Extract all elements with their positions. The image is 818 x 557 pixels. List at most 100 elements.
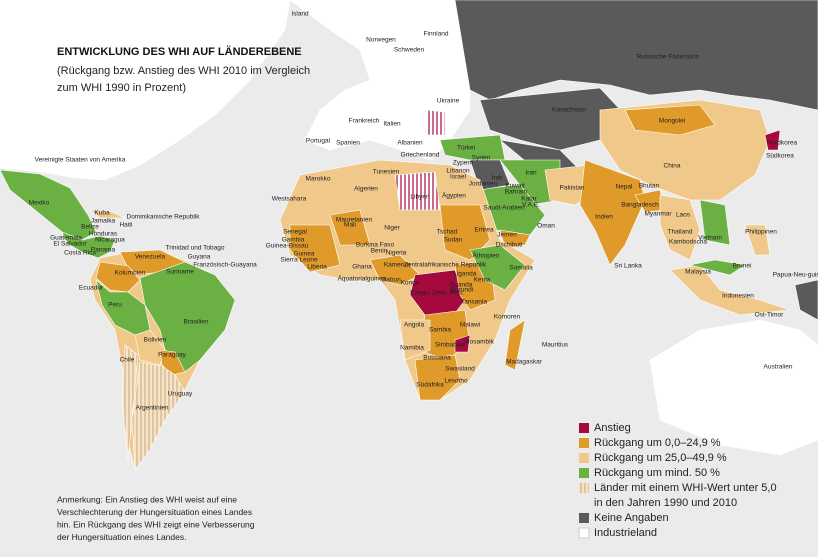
- country-label: Mauritius: [542, 342, 569, 349]
- country-label: Suriname: [166, 269, 194, 276]
- country-label: Laos: [676, 212, 691, 219]
- country-label: Schweden: [394, 47, 425, 54]
- country-label: Vereinigte Staaten von Amerika: [35, 157, 126, 164]
- country-label: Lesotho: [444, 378, 468, 385]
- country-label: Honduras: [89, 231, 118, 238]
- country-label: Vietnam: [698, 235, 722, 242]
- country-label: Papua-Neu-guinea: [773, 272, 818, 279]
- country-label: Griechenland: [401, 152, 440, 159]
- country-label: Irak: [492, 175, 504, 182]
- country-label: Kasachstan: [552, 107, 586, 114]
- legend-swatch: [579, 483, 589, 493]
- country-label: Argentinien: [136, 405, 169, 412]
- country-label: Australien: [764, 364, 793, 371]
- country-label: Guinea-Bissau: [266, 243, 309, 250]
- country-label: Kenia: [474, 277, 491, 284]
- country-label: Malaysia: [685, 269, 711, 276]
- country-label: Myanmar: [644, 211, 672, 218]
- country-label: V.A.E.: [522, 202, 540, 209]
- country-label: Ost-Timor: [755, 312, 784, 319]
- country-label: Bangladesch: [621, 202, 659, 209]
- country-label: Syrien: [472, 155, 491, 162]
- country-label: Bhutan: [639, 183, 660, 190]
- legend-label: Länder mit einem WHI-Wert unter 5,0: [594, 482, 777, 494]
- country-label: Guyana: [188, 254, 211, 261]
- country-label: Costa Rica: [64, 250, 96, 257]
- country-label: Chile: [120, 357, 135, 364]
- country-label: Swasiland: [445, 366, 475, 373]
- country-label: Brasilien: [184, 319, 209, 326]
- country-label: Thailand: [668, 229, 693, 236]
- note-line: Anmerkung: Ein Anstieg des WHI weist auf…: [57, 494, 237, 504]
- note: Anmerkung: Ein Anstieg des WHI weist auf…: [57, 494, 255, 542]
- country-label: Portugal: [306, 138, 331, 145]
- country-label: Ruanda: [450, 282, 473, 289]
- note-line: der Hungersituation eines Landes.: [57, 532, 186, 542]
- legend-swatch: [579, 513, 589, 523]
- country-label: Benin: [371, 248, 388, 255]
- country-label: Uganda: [454, 271, 477, 278]
- land: [0, 0, 818, 471]
- country-labels: Island Finnland Norwegen Schweden Russische …: [29, 11, 818, 412]
- country-label: Katar: [521, 196, 537, 203]
- map-subtitle: zum WHI 1990 in Prozent): [57, 82, 186, 94]
- country-label: Finnland: [424, 31, 449, 38]
- country-label: Liberia: [307, 264, 327, 271]
- country-label: Bahrain: [505, 189, 528, 196]
- country-label: Zentralafrikanische Republik: [404, 262, 487, 269]
- country-label: Gambia: [282, 237, 305, 244]
- country-label: Panama: [91, 247, 116, 254]
- country-label: Brunei: [733, 263, 752, 270]
- country-label: Jamaika: [91, 218, 116, 225]
- country-label: Peru: [108, 302, 122, 309]
- country-label: Eritrea: [474, 227, 494, 234]
- country-label: Dschibuti: [496, 242, 523, 249]
- country-label: Dominikanische Republik: [127, 214, 201, 221]
- country-label: Jordanien: [469, 181, 498, 188]
- country-label: Sudan: [444, 237, 463, 244]
- country-label: Mali: [344, 222, 356, 229]
- country-label: Äthiopien: [472, 252, 499, 260]
- country-label: Westsahara: [272, 196, 307, 203]
- country-label: Simbabwe: [435, 342, 466, 349]
- country-label: Französisch-Guayana: [193, 262, 257, 269]
- legend-label: Keine Angaben: [594, 512, 669, 524]
- country-label: Äquatorialguinea: [338, 275, 387, 283]
- country-label: Libyen: [410, 194, 430, 201]
- country-label: Somalia: [509, 265, 533, 272]
- country-label: Trinidad und Tobago: [166, 245, 225, 252]
- country-label: El Salvador: [53, 241, 87, 248]
- country-label: Kongo, Dem. Rep.: [410, 290, 464, 297]
- country-label: Tschad: [437, 229, 458, 236]
- country-label: Philippinen: [745, 229, 777, 236]
- country-label: Marokko: [306, 176, 331, 183]
- country-label: Iran: [525, 170, 537, 177]
- country-label: Pakistan: [560, 185, 585, 192]
- country-label: Kuwait: [505, 183, 525, 190]
- legend-label: Rückgang um 0,0–24,9 %: [594, 437, 721, 449]
- legend-label: Anstieg: [594, 422, 631, 434]
- country-label: Ukraine: [437, 98, 460, 105]
- legend-label: Rückgang um 25,0–49,9 %: [594, 452, 727, 464]
- legend-label: in den Jahren 1990 und 2010: [594, 497, 737, 509]
- legend-label: Rückgang um mind. 50 %: [594, 467, 720, 479]
- country-label: Sri Lanka: [614, 263, 642, 270]
- country-label: Guinea: [294, 251, 315, 258]
- country-label: Guatemala: [50, 235, 82, 242]
- country-label: Indien: [595, 214, 613, 221]
- country-label: Komoren: [494, 314, 521, 321]
- country-label: Albanien: [397, 140, 423, 147]
- country-label: Libanon: [446, 168, 470, 175]
- legend-swatch: [578, 527, 590, 539]
- map-subtitle: (Rückgang bzw. Anstieg des WHI 2010 im V…: [57, 65, 310, 77]
- country-label: Ecuador: [79, 285, 104, 292]
- country-label: Russische Föderation: [637, 54, 700, 61]
- legend: Anstieg Rückgang um 0,0–24,9 % Rückgang um…: [578, 422, 777, 539]
- note-line: Verschlechterung der Hungersituation ein…: [57, 507, 252, 517]
- country-label: Kamerun: [384, 262, 411, 269]
- country-label: Nordkorea: [767, 140, 798, 147]
- country-label: Madagaskar: [506, 359, 543, 366]
- country-label: Spanien: [336, 140, 360, 147]
- country-label: Ägypten: [442, 192, 466, 200]
- country-label: Nicaragua: [95, 237, 125, 244]
